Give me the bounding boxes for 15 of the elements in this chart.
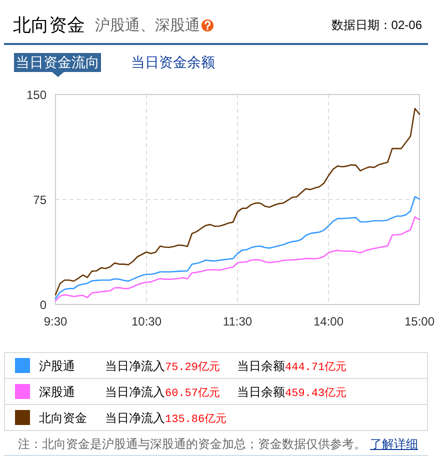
tab-label: 当日资金余额 xyxy=(131,53,215,72)
note-text: 注：北向资金是沪股通与深股通的资金加总；资金数据仅供参考。 xyxy=(18,437,366,451)
link: 了解详细 xyxy=(370,437,418,451)
tab-active: 当日资金流向 xyxy=(14,53,101,72)
x-tick-label: 10:30 xyxy=(131,314,162,328)
x-tick-label: 11:30 xyxy=(222,314,252,328)
x-tick-label: 15:00 xyxy=(404,314,435,328)
x-tick-label: 9:30 xyxy=(44,314,68,328)
subtitle: 沪股通、深股通 xyxy=(95,16,200,34)
y-tick-label: 150 xyxy=(26,88,47,102)
date: 数据日期：02-06 xyxy=(331,17,422,33)
y-tick-label: 75 xyxy=(33,193,47,207)
y-tick-label: 0 xyxy=(40,298,47,312)
x-tick-label: 14:00 xyxy=(313,314,344,328)
title: 北向资金 xyxy=(13,14,85,37)
